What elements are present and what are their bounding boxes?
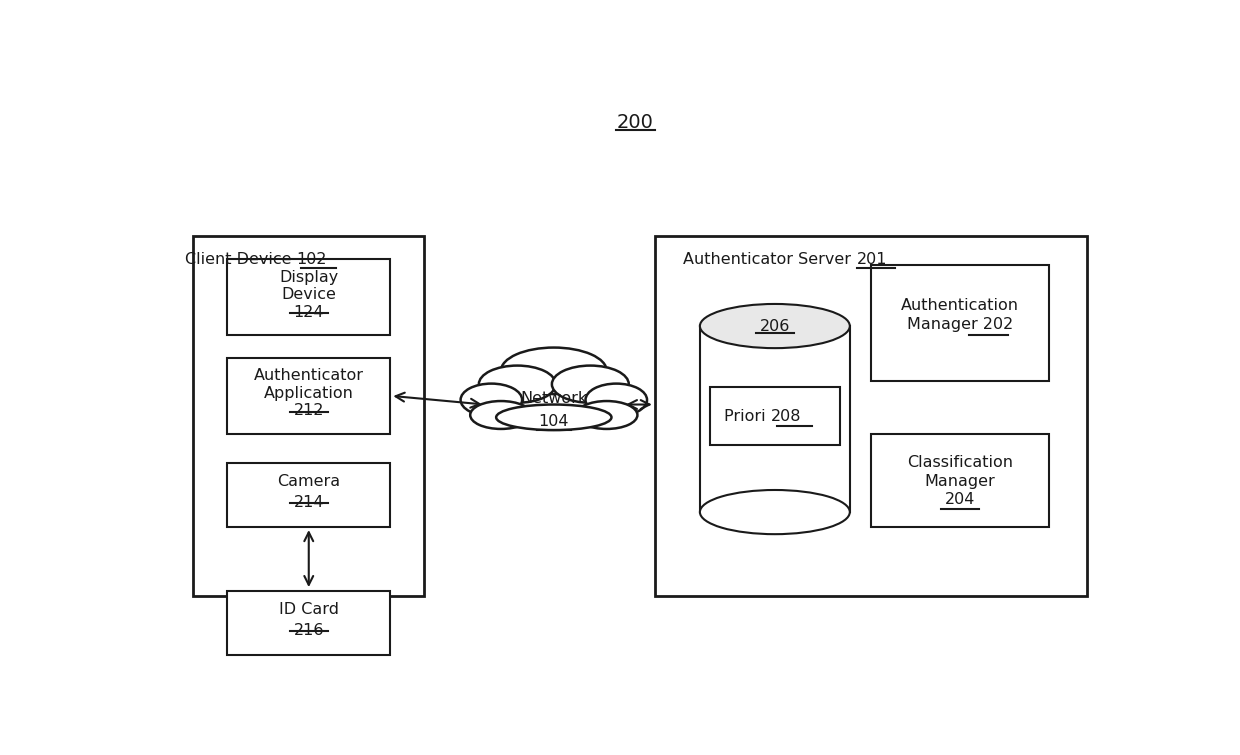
Ellipse shape (699, 490, 849, 535)
Bar (711, 387, 841, 445)
Text: Manager 202: Manager 202 (906, 317, 1013, 331)
Ellipse shape (552, 365, 629, 402)
Text: 216: 216 (294, 623, 324, 637)
Text: 124: 124 (294, 304, 324, 319)
Text: Camera: Camera (278, 474, 340, 489)
Text: ID Card: ID Card (279, 602, 339, 617)
Ellipse shape (479, 365, 556, 402)
Text: Client Device: Client Device (185, 252, 296, 267)
Ellipse shape (460, 384, 522, 416)
Text: 200: 200 (618, 113, 653, 132)
Bar (870, 433, 1049, 527)
Text: Authenticator Server: Authenticator Server (683, 252, 857, 267)
Bar (227, 590, 391, 655)
Text: Display: Display (279, 270, 339, 285)
Text: 212: 212 (294, 403, 324, 418)
Bar (655, 236, 1087, 596)
Text: Application: Application (264, 386, 353, 401)
Bar (227, 358, 391, 433)
Text: 102: 102 (296, 252, 327, 267)
Text: 204: 204 (945, 492, 975, 507)
Ellipse shape (585, 384, 647, 416)
Bar (870, 265, 1049, 381)
Text: 214: 214 (294, 495, 324, 510)
Text: Authentication: Authentication (900, 298, 1019, 313)
Bar (227, 463, 391, 527)
Ellipse shape (470, 401, 532, 429)
Ellipse shape (575, 401, 637, 429)
Ellipse shape (501, 347, 606, 394)
Text: 206: 206 (760, 319, 790, 334)
Text: 201: 201 (857, 252, 887, 267)
Ellipse shape (699, 304, 849, 348)
Bar (699, 326, 849, 512)
Text: Network: Network (521, 391, 588, 406)
Bar (227, 259, 391, 334)
Text: Authenticator: Authenticator (254, 368, 363, 384)
Bar (193, 236, 424, 596)
Ellipse shape (496, 405, 611, 430)
Text: Priori: Priori (724, 408, 770, 424)
Text: Manager: Manager (925, 474, 996, 488)
Text: Classification: Classification (906, 455, 1013, 470)
Text: 104: 104 (538, 414, 569, 430)
Text: 208: 208 (770, 408, 801, 424)
Text: Device: Device (281, 287, 336, 302)
